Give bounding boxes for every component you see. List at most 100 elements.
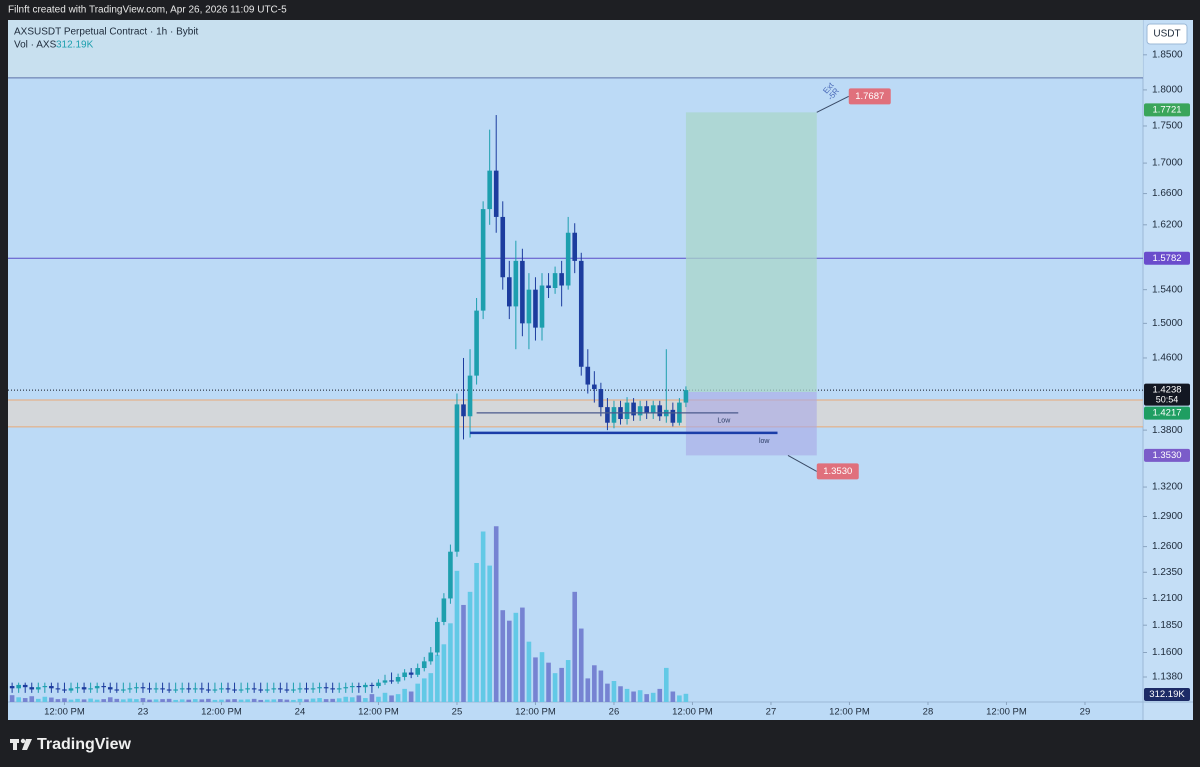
x-tick-label: 12:00 PM bbox=[515, 707, 556, 718]
x-tick-label: 12:00 PM bbox=[358, 707, 399, 718]
stop-area bbox=[685, 392, 817, 456]
candle-body bbox=[415, 668, 421, 675]
volume-bar bbox=[29, 696, 35, 702]
y-tick-label: 1.2100 bbox=[1152, 593, 1183, 604]
candle-body bbox=[389, 680, 394, 682]
x-tick-label: 23 bbox=[138, 707, 149, 718]
candle-body bbox=[134, 687, 139, 689]
candle-body bbox=[637, 406, 643, 416]
volume-bar bbox=[650, 692, 656, 702]
candle-body bbox=[35, 687, 41, 690]
candle-body bbox=[179, 688, 185, 690]
candle-body bbox=[232, 689, 237, 691]
volume-bar bbox=[598, 670, 604, 702]
candle-body bbox=[533, 289, 538, 328]
x-tick-label: 28 bbox=[923, 707, 934, 718]
volume-bar bbox=[173, 699, 178, 702]
y-tick-label: 1.8500 bbox=[1152, 49, 1183, 60]
volume-bar bbox=[664, 667, 669, 702]
volume-bar bbox=[166, 698, 172, 702]
candle-body bbox=[624, 402, 630, 420]
candle-body bbox=[395, 677, 401, 682]
candle-body bbox=[631, 402, 636, 416]
candle-body bbox=[166, 689, 172, 691]
volume-bar bbox=[258, 699, 264, 702]
candle-body bbox=[336, 688, 342, 690]
target-leader bbox=[816, 95, 849, 113]
candle-body bbox=[382, 680, 388, 683]
volume-bar bbox=[539, 652, 545, 702]
candle-body bbox=[487, 170, 492, 210]
volume-bar bbox=[578, 628, 584, 702]
volume-bar bbox=[140, 698, 146, 702]
volume-bar bbox=[238, 699, 244, 702]
volume-bar bbox=[683, 693, 689, 702]
volume-bar bbox=[284, 699, 290, 702]
volume-bar bbox=[572, 591, 578, 702]
volume-bar bbox=[435, 654, 440, 702]
volume-bar bbox=[310, 698, 316, 702]
volume-bar bbox=[68, 699, 74, 702]
candle-body bbox=[225, 688, 231, 690]
volume-bar bbox=[376, 696, 381, 702]
candle-body bbox=[94, 686, 100, 689]
price-countdown: 50:54 bbox=[1156, 394, 1179, 404]
candle-body bbox=[356, 686, 362, 688]
volume-bar bbox=[134, 699, 139, 702]
volume-bar bbox=[88, 698, 93, 702]
volume-bar bbox=[382, 692, 388, 702]
volume-bar bbox=[415, 683, 421, 702]
volume-bar bbox=[565, 660, 571, 702]
volume-bar bbox=[127, 698, 133, 702]
volume-bar bbox=[22, 698, 28, 702]
volume-bar bbox=[480, 531, 486, 702]
candle-body bbox=[258, 689, 264, 691]
volume-bar bbox=[245, 699, 250, 702]
candle-body bbox=[317, 687, 322, 689]
volume-bar bbox=[408, 691, 414, 702]
candle-body bbox=[127, 688, 133, 690]
candle-body bbox=[644, 406, 649, 414]
volume-bar bbox=[343, 696, 349, 702]
x-tick-label: 25 bbox=[452, 707, 463, 718]
candle-body bbox=[199, 688, 205, 690]
y-tick-label: 1.2350 bbox=[1152, 567, 1183, 578]
candle-body bbox=[428, 652, 434, 662]
volume-bar bbox=[264, 699, 270, 702]
candle-body bbox=[657, 405, 663, 417]
volume-bar bbox=[487, 565, 492, 702]
candle-body bbox=[219, 688, 224, 690]
candle-body bbox=[611, 407, 617, 423]
volume-bar bbox=[356, 695, 362, 702]
currency-box[interactable] bbox=[1146, 23, 1188, 45]
low-label: Low bbox=[717, 418, 731, 425]
candle-body bbox=[572, 232, 578, 261]
volume-bar bbox=[546, 662, 551, 702]
volume-bar bbox=[402, 688, 407, 702]
candle-body bbox=[88, 688, 93, 690]
price-marker bbox=[1144, 103, 1190, 117]
x-tick-label: 12:00 PM bbox=[829, 707, 870, 718]
overlay: 1.7687Ext-5R1.35301.85001.80001.75001.70… bbox=[44, 49, 1190, 718]
supply-zone bbox=[8, 20, 1143, 78]
volume-bar bbox=[16, 697, 21, 702]
currency[interactable]: USDT bbox=[1153, 29, 1180, 40]
candle-body bbox=[592, 384, 597, 390]
y-tick-label: 1.3200 bbox=[1152, 482, 1183, 493]
candle-body bbox=[493, 170, 499, 217]
volume-bar bbox=[219, 699, 224, 702]
volume-bar bbox=[363, 698, 368, 702]
volume-bar bbox=[251, 698, 257, 702]
volume-bar bbox=[206, 698, 211, 702]
price-axis bbox=[1143, 20, 1193, 720]
volume-bar bbox=[657, 688, 663, 702]
volume-bar bbox=[605, 683, 610, 702]
target-label: 1.7687 bbox=[855, 91, 884, 102]
x-tick-label: 24 bbox=[295, 707, 306, 718]
candle-body bbox=[343, 687, 349, 689]
volume-bar bbox=[428, 673, 434, 702]
credit: Filnft created with TradingView.com, Apr… bbox=[8, 5, 287, 16]
candle-body bbox=[114, 689, 120, 691]
volume-bar bbox=[49, 697, 54, 702]
